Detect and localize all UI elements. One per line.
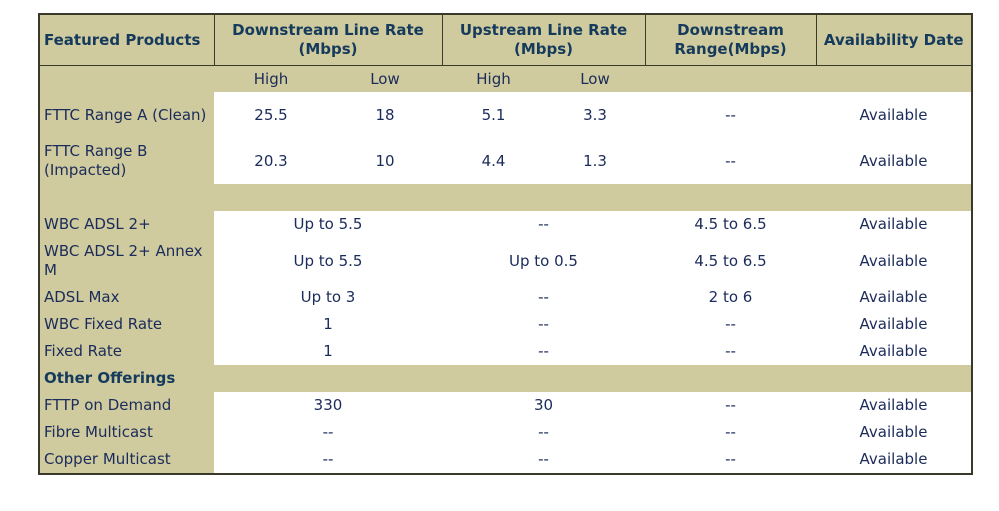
downstream-range: -- [725,151,736,170]
upstream-rate: 30 [533,396,554,414]
upstream-rate: Up to 0.5 [509,251,578,270]
subheader-row: High Low High Low [39,65,972,92]
product-name: WBC Fixed Rate [39,311,214,338]
product-name: WBC ADSL 2+ Annex M [39,238,214,284]
header-downstream: Downstream Line Rate (Mbps) [213,13,443,66]
product-name: FTTC Range A (Clean) [39,92,214,138]
downstream-low: 10 [375,151,395,170]
table-row: FTTC Range B (Impacted) 20.3 10 4.4 1.3 -- Ava… [39,138,972,184]
downstream-range: -- [725,315,736,333]
availability: Available [859,342,928,360]
product-name: ADSL Max [39,284,214,311]
products-table-container: Featured Products Downstream Line Rate (… [38,13,973,475]
table-row: Fibre Multicast -- -- -- Available [39,419,972,446]
downstream-range: 4.5 to 6.5 [694,251,767,270]
products-table: Featured Products Downstream Line Rate (… [38,13,973,475]
header-availability: Availability Date [815,13,973,66]
subheader-blank [645,65,816,92]
downstream-rate: Up to 5.5 [293,215,363,233]
downstream-rate: Up to 3 [300,288,356,306]
availability: Available [859,396,928,414]
product-name: WBC ADSL 2+ [39,211,214,238]
availability: Available [859,423,928,441]
header-downstream-range: Downstream Range(Mbps) [644,13,817,66]
downstream-rate: 1 [323,342,333,360]
product-name: FTTC Range B (Impacted) [39,138,214,184]
subheader-blank [39,65,214,92]
product-name: Copper Multicast [39,446,214,474]
upstream-rate: -- [538,450,549,468]
upstream-rate: -- [538,288,549,306]
downstream-range: 2 to 6 [708,288,753,306]
table-row: Copper Multicast -- -- -- Available [39,446,972,474]
downstream-high: 20.3 [254,151,288,170]
table-row: ADSL Max Up to 3 -- 2 to 6 Available [39,284,972,311]
subheader-blank [816,65,972,92]
product-name: FTTP on Demand [39,392,214,419]
downstream-rate: -- [322,423,334,441]
availability: Available [859,251,928,270]
subheader-down-low: Low [328,65,442,92]
table-row: WBC ADSL 2+ Annex M Up to 5.5 Up to 0.5 4.5… [39,238,972,284]
availability: Available [859,450,928,468]
downstream-rate: 330 [313,396,343,414]
availability: Available [859,288,928,306]
upstream-rate: -- [538,215,549,233]
downstream-range: -- [725,342,736,360]
upstream-low: 3.3 [583,105,607,124]
downstream-range: -- [725,105,736,124]
section-title: Other Offerings [39,365,972,392]
subheader-down-high: High [214,65,328,92]
downstream-range: -- [725,396,736,414]
table-row: WBC ADSL 2+ Up to 5.5 -- 4.5 to 6.5 Availabl… [39,211,972,238]
downstream-rate: 1 [323,315,333,333]
separator-row [39,184,972,211]
product-name: Fixed Rate [39,338,214,365]
table-row: FTTC Range A (Clean) 25.5 18 5.1 3.3 -- Availa… [39,92,972,138]
downstream-range: -- [725,423,736,441]
availability: Available [859,105,928,124]
subheader-up-high: High [442,65,545,92]
table-row: WBC Fixed Rate 1 -- -- Available [39,311,972,338]
separator-cell [39,184,972,211]
section-row: Other Offerings [39,365,972,392]
downstream-rate: -- [322,450,334,468]
upstream-rate: -- [538,342,549,360]
product-name: Fibre Multicast [39,419,214,446]
availability: Available [859,215,928,233]
availability: Available [859,315,928,333]
upstream-low: 1.3 [583,151,607,170]
upstream-rate: -- [538,315,549,333]
downstream-range: 4.5 to 6.5 [694,215,767,233]
subheader-up-low: Low [545,65,645,92]
availability: Available [859,151,928,170]
upstream-high: 5.1 [481,105,506,124]
header-featured-products: Featured Products [38,13,215,66]
table-row: FTTP on Demand 330 30 -- Available [39,392,972,419]
upstream-rate: -- [538,423,549,441]
header-upstream: Upstream Line Rate (Mbps) [441,13,646,66]
table-row: Fixed Rate 1 -- -- Available [39,338,972,365]
footer-text-clipped [38,501,971,511]
table-header-row: Featured Products Downstream Line Rate (… [38,13,973,66]
upstream-high: 4.4 [481,151,506,170]
downstream-range: -- [725,450,736,468]
downstream-high: 25.5 [254,105,288,124]
downstream-low: 18 [375,105,395,124]
downstream-rate: Up to 5.5 [293,251,363,270]
